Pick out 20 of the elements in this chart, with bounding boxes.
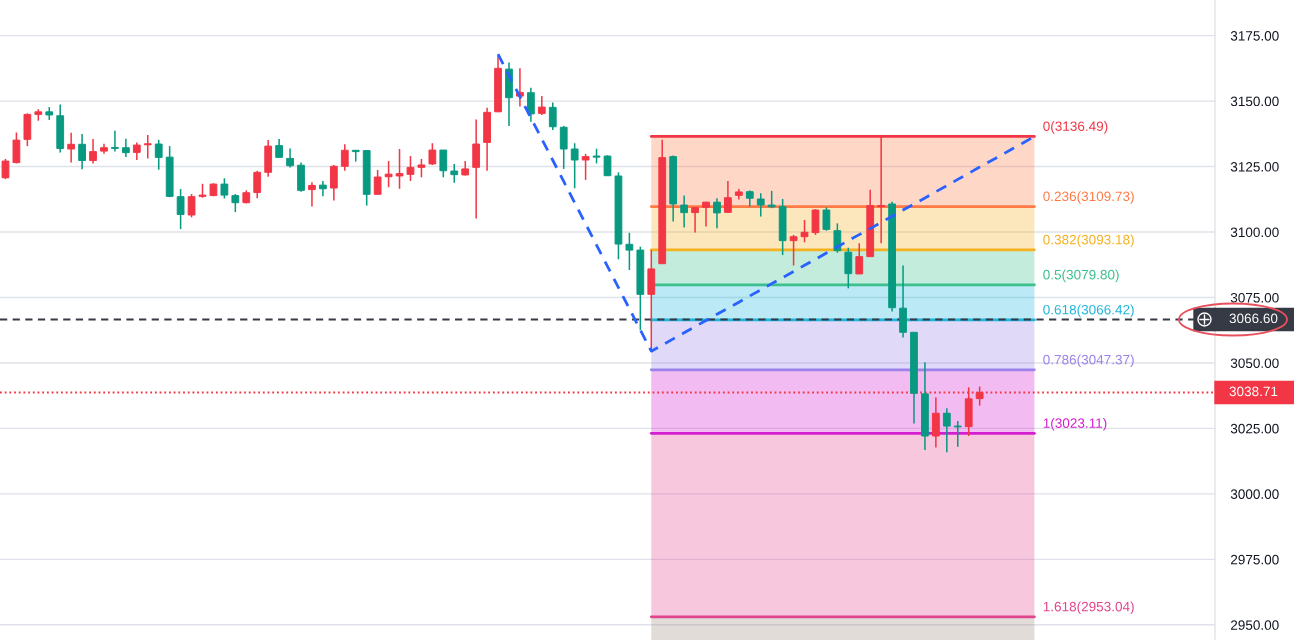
series-label: 0.236(3109.73): [1043, 191, 1134, 204]
y-tick-label: 3050.00: [1230, 358, 1279, 368]
series-label: 0.382(3093.18): [1043, 234, 1134, 248]
y-tick-label: 3125.00: [1230, 162, 1279, 172]
y-tick-label: 3000.00: [1230, 489, 1279, 499]
y-tick-label: 3175.00: [1230, 31, 1279, 41]
series-label: 0.786(3047.37): [1043, 354, 1134, 368]
y-tick-label: 3100.00: [1230, 227, 1279, 238]
series-label: 0(3136.49): [1043, 121, 1108, 134]
series-label: 0.618(3066.42): [1043, 304, 1134, 318]
series-label: 0.5(3079.80): [1043, 269, 1119, 283]
y-tick-label: 3075.00: [1230, 292, 1279, 303]
y-tick-label: 2950.00: [1230, 620, 1279, 630]
ref-line-label: 3066.60: [1229, 313, 1278, 324]
y-tick-label: 3150.00: [1230, 96, 1279, 107]
series-label: 1(3023.11): [1043, 417, 1107, 431]
y-tick-label: 2975.00: [1230, 554, 1279, 565]
ref-line-label: 3038.71: [1229, 386, 1278, 397]
y-tick-label: 3025.00: [1230, 423, 1279, 434]
series-label: 1.618(2953.04): [1043, 601, 1134, 615]
